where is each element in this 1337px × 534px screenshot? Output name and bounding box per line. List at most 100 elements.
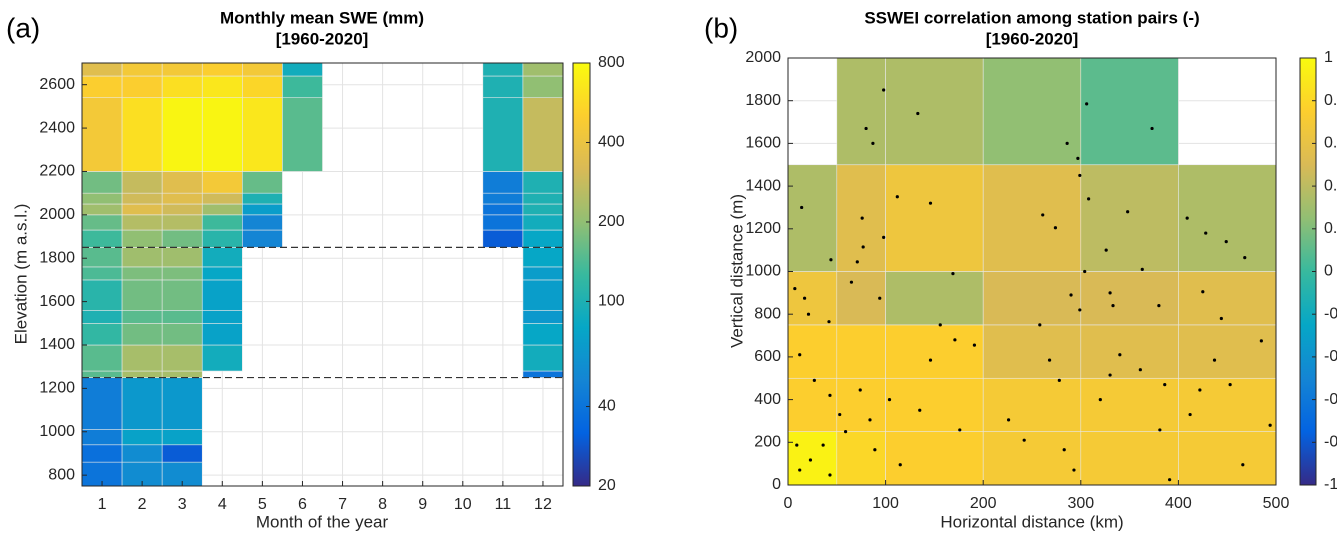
heat-cell <box>201 214 243 231</box>
heat-cell <box>81 377 123 430</box>
heat-cell <box>787 377 838 432</box>
heat-cell <box>1178 164 1277 272</box>
heat-cell <box>81 229 123 248</box>
heat-cell <box>522 192 564 205</box>
heat-cell <box>482 75 524 99</box>
heat-cell <box>522 203 564 216</box>
station-pair-point <box>1268 423 1272 427</box>
station-pair-point <box>1126 210 1130 214</box>
y-tick-label: 2600 <box>39 76 75 93</box>
heat-cell <box>982 377 1082 432</box>
colorbar-tick-label: 0. <box>1324 92 1337 109</box>
station-pair-point <box>1076 156 1080 160</box>
station-pair-point <box>918 408 922 412</box>
heat-cell <box>161 377 203 430</box>
station-pair-point <box>829 258 833 262</box>
heat-cell <box>522 323 564 346</box>
station-pair-point <box>849 280 854 284</box>
station-pair-point <box>1201 290 1205 294</box>
heat-cell <box>201 266 243 281</box>
station-pair-point <box>882 88 886 92</box>
heat-cell <box>242 203 283 216</box>
chart-title: Monthly mean SWE (mm) <box>220 8 424 27</box>
x-tick-label: 4 <box>218 496 227 513</box>
colorbar-tick-label: 20 <box>598 477 616 494</box>
colorbar-tick-label: 100 <box>598 293 625 310</box>
x-tick-label: 10 <box>454 496 472 513</box>
colorbar-tick-label: -0 <box>1324 348 1337 365</box>
heat-cell <box>242 192 283 205</box>
x-tick-label: 0 <box>784 495 793 512</box>
station-pair-point <box>808 458 813 462</box>
heat-cell <box>81 266 123 281</box>
heat-cell <box>121 75 163 99</box>
x-tick-label: 2 <box>138 496 147 513</box>
heat-cell <box>81 370 123 378</box>
heat-cell <box>1178 431 1277 486</box>
station-pair-point <box>1108 291 1112 295</box>
heat-cell <box>836 377 886 432</box>
heat-cell <box>522 309 564 324</box>
heat-cell <box>522 214 564 231</box>
station-pair-point <box>958 428 962 432</box>
heat-cell <box>522 97 564 172</box>
heat-cell <box>201 203 243 216</box>
heat-cell <box>522 370 564 378</box>
x-tick-label: 5 <box>258 496 267 513</box>
heat-cell <box>161 203 203 216</box>
colorbar-tick-label: 0. <box>1324 177 1337 194</box>
heat-cell <box>81 444 123 463</box>
station-pair-point <box>1111 304 1115 308</box>
heat-cell <box>522 171 564 194</box>
x-tick-label: 300 <box>1067 495 1094 512</box>
station-pair-point <box>1228 383 1232 387</box>
heat-cell <box>81 192 123 205</box>
heat-cell <box>201 344 243 372</box>
heat-cell <box>81 97 123 172</box>
heat-cell <box>121 229 163 248</box>
colorbar-tick-label: 0. <box>1324 135 1337 152</box>
station-pair-point <box>1212 358 1217 362</box>
heat-cell <box>836 431 886 486</box>
heat-cell <box>982 271 1082 326</box>
station-pair-point <box>1118 353 1122 357</box>
colorbar-tick-label: -0 <box>1324 305 1337 322</box>
heat-cell <box>787 431 838 486</box>
heat-cell <box>121 279 163 311</box>
heat-cell <box>1178 271 1277 326</box>
station-pair-point <box>1083 269 1087 274</box>
station-pair-point <box>868 418 872 422</box>
x-axis-label: Month of the year <box>256 512 389 531</box>
station-pair-point <box>878 296 882 300</box>
heat-cell <box>121 62 163 77</box>
y-tick-label: 1400 <box>745 177 781 194</box>
x-tick-label: 500 <box>1263 495 1290 512</box>
station-pair-point <box>895 195 899 199</box>
heat-cell <box>161 266 203 281</box>
colorbar-tick-label: 0. <box>1324 220 1337 237</box>
heat-cell <box>161 429 203 446</box>
heat-cell <box>242 97 283 172</box>
heat-cell <box>81 214 123 231</box>
station-pair-point <box>1038 323 1042 327</box>
heat-cell <box>121 97 163 172</box>
colorbar-tick-label: 200 <box>598 213 625 230</box>
heat-cell <box>121 377 163 430</box>
heat-cell <box>161 192 203 205</box>
heat-cell <box>161 444 203 463</box>
station-pair-point <box>887 398 892 402</box>
heat-cell <box>982 324 1082 379</box>
chart-subtitle: [1960-2020] <box>986 29 1079 48</box>
heat-cell <box>242 75 283 99</box>
heat-cell <box>121 266 163 281</box>
station-pair-point <box>1138 368 1142 372</box>
heat-cell <box>161 214 203 231</box>
heat-cell <box>81 279 123 311</box>
heat-cell <box>885 271 984 326</box>
station-pair-point <box>812 378 816 382</box>
heat-cell <box>522 75 564 99</box>
station-pair-point <box>871 141 875 145</box>
station-pair-point <box>793 286 797 291</box>
heat-cell <box>522 279 564 311</box>
station-pair-point <box>864 126 868 131</box>
